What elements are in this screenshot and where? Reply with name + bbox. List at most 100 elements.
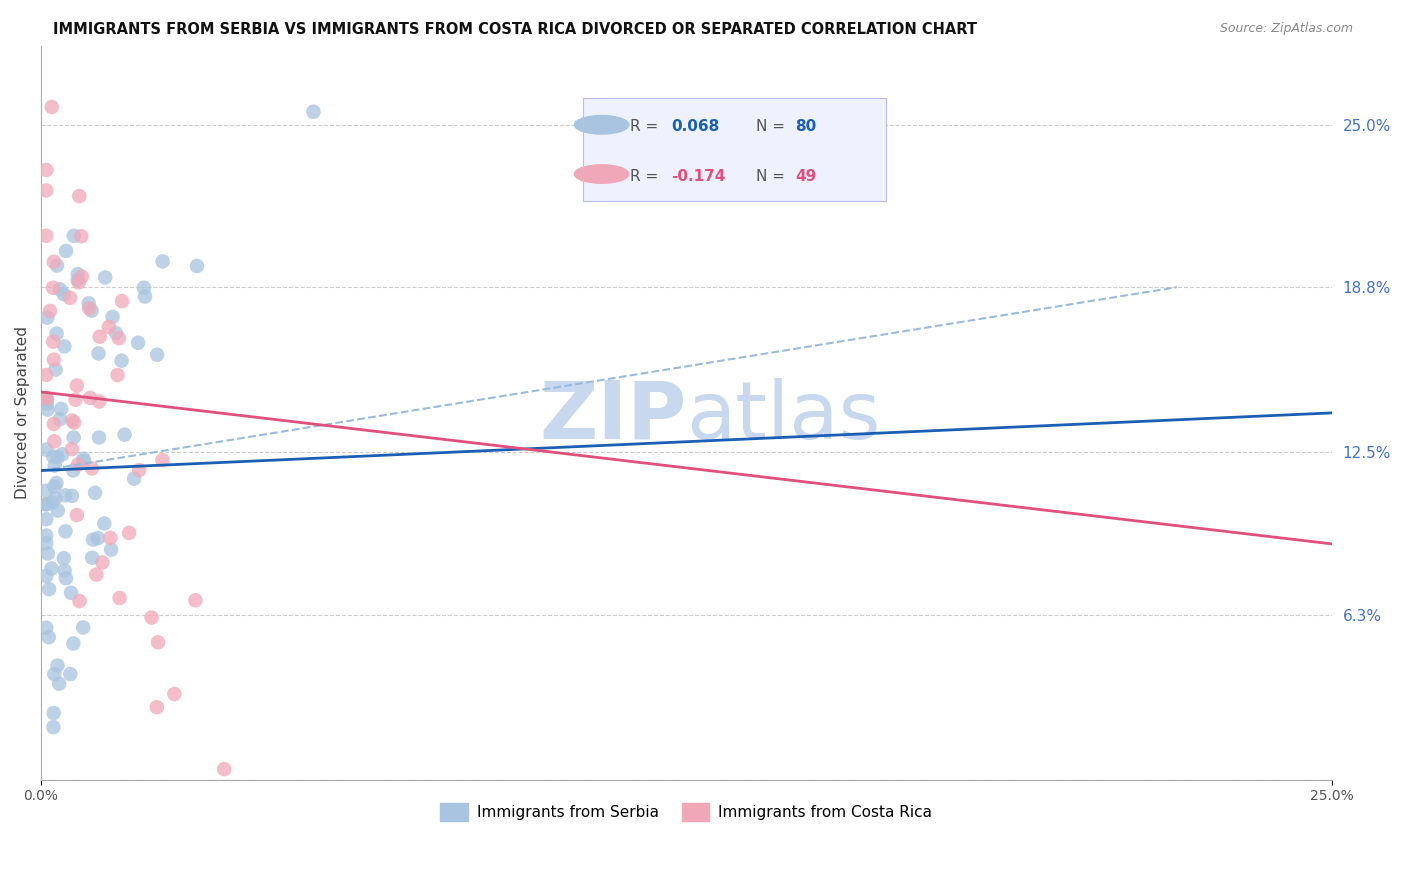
Point — [98, 531, 121, 545]
Point — [73, 454, 96, 468]
Point — [104, 326, 127, 340]
Point — [44, 491, 66, 506]
Point — [35, 163, 58, 178]
Point — [118, 525, 141, 540]
Point — [108, 591, 131, 605]
Point — [60, 413, 83, 427]
Y-axis label: Divorced or Separated: Divorced or Separated — [15, 326, 30, 500]
Point — [35, 569, 58, 583]
Point — [114, 427, 136, 442]
Point — [52, 551, 75, 566]
Point — [44, 434, 66, 449]
Point — [186, 259, 208, 273]
Point — [37, 402, 59, 417]
Point — [80, 303, 103, 318]
Point — [212, 762, 235, 776]
Point — [152, 453, 174, 467]
Point — [72, 451, 94, 466]
Point — [35, 397, 58, 411]
Text: -0.174: -0.174 — [671, 169, 725, 184]
Point — [65, 392, 87, 407]
Point — [86, 567, 108, 582]
Point — [59, 291, 82, 305]
Point — [93, 516, 115, 531]
Point — [122, 472, 145, 486]
Point — [108, 331, 131, 345]
Point — [53, 488, 76, 502]
Point — [42, 281, 65, 295]
Point — [46, 259, 69, 273]
Text: 0.068: 0.068 — [671, 120, 720, 135]
Text: IMMIGRANTS FROM SERBIA VS IMMIGRANTS FROM COSTA RICA DIVORCED OR SEPARATED CORRE: IMMIGRANTS FROM SERBIA VS IMMIGRANTS FRO… — [53, 22, 977, 37]
Point — [42, 417, 65, 431]
Point — [110, 353, 132, 368]
Point — [51, 401, 73, 416]
Point — [60, 489, 83, 503]
Point — [66, 267, 89, 281]
Point — [84, 486, 107, 500]
Point — [87, 346, 110, 360]
Point — [55, 524, 77, 539]
Point — [42, 334, 65, 349]
Point — [82, 550, 104, 565]
Point — [70, 229, 93, 244]
Point — [45, 326, 67, 341]
Point — [101, 310, 124, 324]
Point — [89, 394, 111, 409]
Point — [107, 368, 129, 383]
Point — [51, 447, 73, 461]
Point — [80, 461, 103, 475]
Point — [302, 104, 325, 119]
Point — [77, 301, 100, 316]
Circle shape — [575, 116, 628, 134]
Point — [53, 564, 76, 578]
Point — [72, 620, 94, 634]
Point — [67, 189, 90, 203]
Point — [79, 391, 101, 405]
Point — [82, 533, 104, 547]
Point — [42, 352, 65, 367]
Point — [46, 450, 69, 465]
Point — [89, 329, 111, 343]
Point — [100, 542, 122, 557]
Point — [87, 531, 110, 545]
Point — [146, 635, 169, 649]
Point — [42, 706, 65, 720]
Text: R =: R = — [630, 120, 664, 135]
Point — [38, 630, 60, 644]
Point — [35, 391, 58, 405]
Point — [52, 287, 75, 301]
Point — [35, 368, 58, 382]
Point — [146, 348, 169, 362]
Point — [55, 571, 77, 585]
Point — [42, 720, 65, 734]
Point — [66, 378, 89, 392]
Text: N =: N = — [756, 169, 790, 184]
Point — [37, 310, 59, 325]
Point — [62, 430, 84, 444]
Text: Source: ZipAtlas.com: Source: ZipAtlas.com — [1219, 22, 1353, 36]
Point — [60, 442, 83, 456]
Point — [35, 391, 58, 405]
Point — [45, 362, 67, 376]
Text: N =: N = — [756, 120, 790, 135]
Point — [38, 582, 60, 597]
Point — [35, 621, 58, 635]
Point — [62, 228, 84, 243]
Point — [132, 280, 155, 294]
Text: 80: 80 — [796, 120, 817, 135]
Point — [97, 319, 120, 334]
Point — [37, 546, 59, 560]
Point — [94, 270, 117, 285]
Point — [69, 594, 91, 608]
Point — [70, 269, 93, 284]
Point — [134, 289, 156, 303]
Point — [44, 480, 66, 494]
Point — [41, 561, 63, 575]
Point — [35, 498, 58, 512]
Point — [46, 503, 69, 517]
Point — [62, 463, 84, 477]
Text: 49: 49 — [796, 169, 817, 184]
Point — [35, 183, 58, 197]
Point — [35, 442, 58, 457]
